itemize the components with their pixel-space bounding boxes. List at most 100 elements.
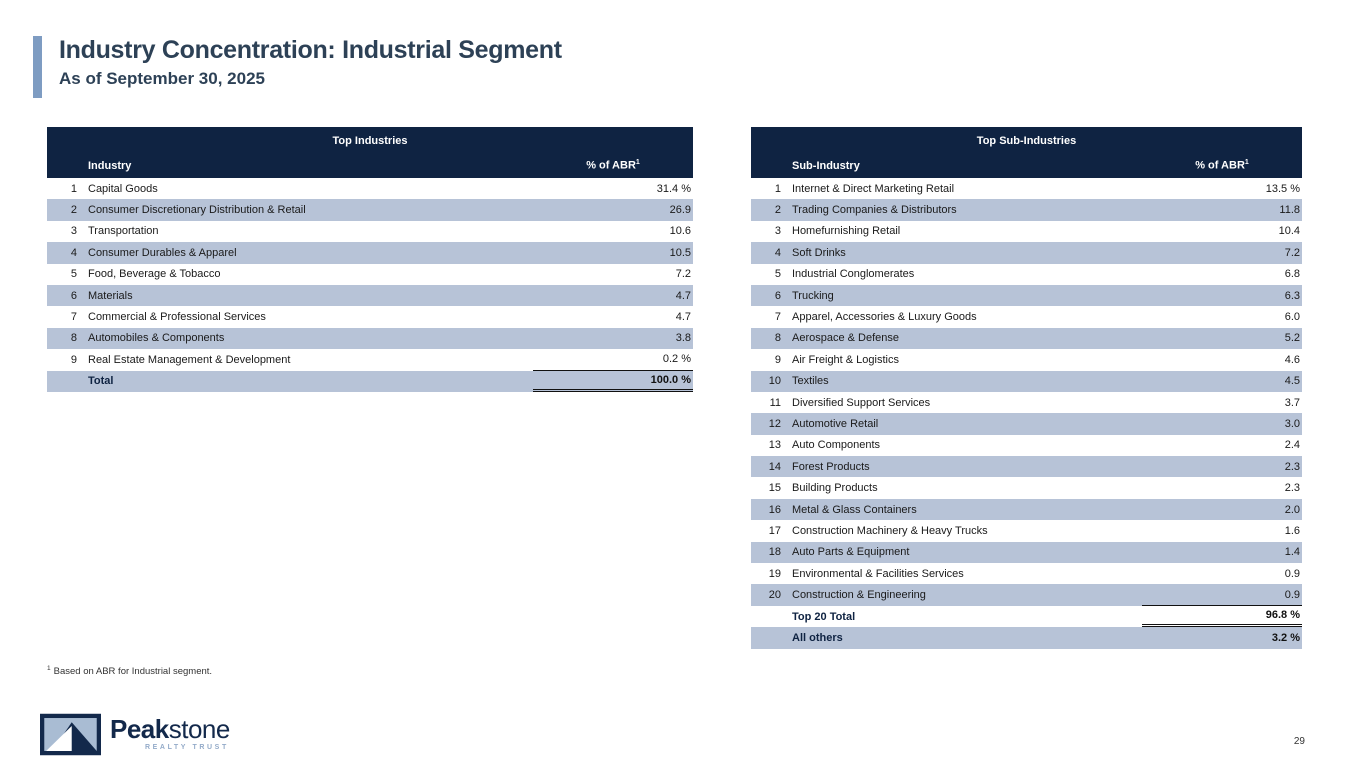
- row-label: Aerospace & Defense: [792, 332, 900, 345]
- row-rank: 7: [774, 311, 781, 324]
- row-label: Top 20 Total: [792, 610, 856, 623]
- row-value: 31.4 %: [656, 182, 691, 195]
- column-header-abr: % of ABR1: [586, 159, 640, 172]
- table-row: 15 Building Products 2.3: [751, 477, 1302, 499]
- row-label: Construction & Engineering: [792, 589, 926, 602]
- table-row: 1 Internet & Direct Marketing Retail 13.5 …: [751, 178, 1302, 200]
- row-label: Consumer Discretionary Distribution & Re…: [88, 204, 306, 217]
- row-label: Consumer Durables & Apparel: [88, 246, 237, 259]
- table-row: 3 Transportation 10.6: [47, 220, 693, 243]
- row-value: 1.4: [1284, 546, 1300, 559]
- table-row: 9 Real Estate Management & Development 0.2…: [47, 349, 693, 371]
- logo-tagline: REALTY TRUST: [145, 744, 229, 751]
- top-sub-industries-table: Top Sub-Industries Sub-Industry % of ABR…: [751, 127, 1302, 649]
- row-rank: 6: [774, 289, 781, 302]
- column-header-industry: Industry: [88, 159, 132, 172]
- table-row: 10 Textiles 4.5: [751, 370, 1302, 392]
- row-value: 7.2: [1284, 246, 1300, 259]
- table-row: 3 Homefurnishing Retail 10.4: [751, 220, 1302, 243]
- row-label: Commercial & Professional Services: [88, 311, 266, 324]
- table-row: All others 3.2 %: [751, 627, 1302, 649]
- page-subtitle: As of September 30, 2025: [59, 69, 265, 88]
- table-row: 11 Diversified Support Services 3.7: [751, 391, 1302, 414]
- table-row: 2 Trading Companies & Distributors 11.8: [751, 199, 1302, 221]
- row-rank: 7: [70, 311, 77, 324]
- row-label: Industrial Conglomerates: [792, 268, 915, 281]
- row-rank: 8: [774, 332, 781, 345]
- row-label: Trucking: [792, 289, 834, 302]
- table-row: 14 Forest Products 2.3: [751, 456, 1302, 478]
- row-rank: 10: [768, 375, 781, 388]
- table-row: 7 Commercial & Professional Services 4.7: [47, 306, 693, 328]
- table-title: Top Industries: [332, 135, 408, 147]
- row-label: Construction Machinery & Heavy Trucks: [792, 524, 988, 537]
- row-label: Auto Parts & Equipment: [792, 546, 910, 559]
- table-row: 1 Capital Goods 31.4 %: [47, 178, 693, 200]
- row-label: Environmental & Facilities Services: [792, 567, 964, 580]
- row-value: 2.0: [1284, 503, 1300, 516]
- row-label: Internet & Direct Marketing Retail: [792, 182, 955, 195]
- row-rank: 20: [768, 589, 781, 602]
- row-value: 1.6: [1284, 524, 1300, 537]
- row-value: 4.5: [1284, 375, 1300, 388]
- row-rank: 2: [774, 204, 781, 217]
- row-label: Homefurnishing Retail: [792, 225, 901, 238]
- table-row: 9 Air Freight & Logistics 4.6: [751, 349, 1302, 371]
- row-rank: 12: [768, 417, 781, 430]
- row-rank: 14: [768, 460, 781, 473]
- row-label: Transportation: [88, 225, 159, 238]
- row-rank: 15: [768, 482, 781, 495]
- row-value: 7.2: [675, 268, 691, 281]
- table-row: 2 Consumer Discretionary Distribution & R…: [47, 199, 693, 221]
- row-rank: 19: [768, 567, 781, 580]
- table-header: Top Industries Industry % of ABR1: [47, 127, 693, 178]
- table-title: Top Sub-Industries: [976, 135, 1077, 147]
- row-value: 6.0: [1284, 311, 1300, 324]
- row-rank: 4: [774, 246, 781, 259]
- row-rank: 1: [774, 182, 781, 195]
- table-row: 16 Metal & Glass Containers 2.0: [751, 498, 1302, 521]
- row-rank: 16: [768, 503, 781, 516]
- table-body: 1 Internet & Direct Marketing Retail 13.5 …: [751, 178, 1302, 649]
- page-title: Industry Concentration: Industrial Segme…: [59, 36, 562, 64]
- table-row: 18 Auto Parts & Equipment 1.4: [751, 541, 1302, 564]
- row-label: Total: [88, 375, 114, 388]
- row-rank: 11: [769, 396, 781, 409]
- row-rank: 17: [768, 524, 781, 537]
- row-value: 0.2 %: [533, 349, 693, 371]
- row-value: 100.0 %: [533, 371, 693, 392]
- row-label: Apparel, Accessories & Luxury Goods: [792, 311, 977, 324]
- row-value: 3.2 %: [1271, 631, 1300, 644]
- top-industries-table: Top Industries Industry % of ABR1 1 Capit…: [47, 127, 693, 392]
- row-value: 96.8 %: [1142, 606, 1302, 628]
- row-value: 4.7: [675, 311, 691, 324]
- table-row: 4 Consumer Durables & Apparel 10.5: [47, 242, 693, 264]
- row-value: 3.7: [1284, 396, 1300, 409]
- row-value: 3.8: [675, 332, 691, 345]
- row-rank: 6: [70, 289, 77, 302]
- row-label: Textiles: [792, 375, 829, 388]
- row-label: Trading Companies & Distributors: [792, 204, 957, 217]
- table-row: 13 Auto Components 2.4: [751, 434, 1302, 457]
- row-rank: 3: [70, 225, 77, 238]
- row-value: 4.6: [1284, 353, 1300, 366]
- table-header: Top Sub-Industries Sub-Industry % of ABR…: [751, 127, 1302, 178]
- row-value: 10.4: [1278, 225, 1300, 238]
- row-value: 0.9: [1142, 584, 1302, 606]
- row-label: Materials: [88, 289, 133, 302]
- row-value: 10.5: [669, 246, 691, 259]
- row-label: All others: [792, 631, 843, 644]
- table-row: 5 Food, Beverage & Tobacco 7.2: [47, 263, 693, 285]
- table-row: 19 Environmental & Facilities Services 0.9: [751, 563, 1302, 585]
- table-row: 7 Apparel, Accessories & Luxury Goods 6.0: [751, 306, 1302, 328]
- logo-text-block: Peakstone REALTY TRUST: [110, 713, 230, 751]
- table-row: 6 Trucking 6.3: [751, 284, 1302, 307]
- peakstone-logo: Peakstone REALTY TRUST: [40, 713, 230, 756]
- logo-wordmark: Peakstone: [110, 714, 230, 744]
- row-label: Soft Drinks: [792, 246, 846, 259]
- row-value: 10.6: [669, 225, 691, 238]
- title-accent-bar: [33, 36, 42, 98]
- row-rank: 2: [70, 204, 77, 217]
- table-row: Top 20 Total 96.8 %: [751, 605, 1302, 628]
- row-value: 2.3: [1284, 460, 1300, 473]
